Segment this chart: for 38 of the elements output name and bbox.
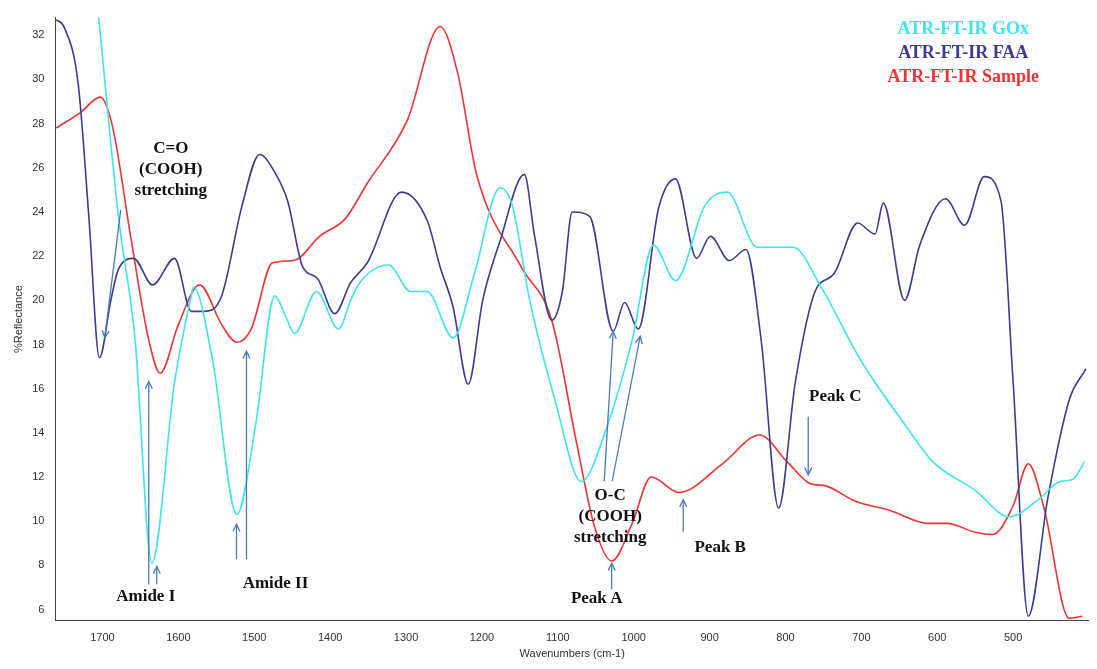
text: ATR-FT-IR Sample: [887, 65, 1039, 88]
y-tick-label: 26: [32, 160, 45, 173]
x-axis-title: Wavenumbers (cm-1): [519, 647, 625, 660]
y-tick-label: 30: [32, 72, 45, 85]
y-tick-label: 20: [32, 293, 45, 306]
y-tick-label: 24: [32, 205, 45, 217]
x-tick-label: 1100: [545, 631, 570, 644]
y-tick-label: 8: [38, 558, 45, 571]
y-axis-title: %Reflectance: [11, 285, 24, 354]
annotation: Peak C: [809, 386, 862, 406]
x-tick-label: 500: [1003, 631, 1023, 644]
y-tick-label: 16: [32, 381, 45, 394]
x-tick-label: 1200: [469, 631, 495, 644]
x-tick-label: 1000: [621, 631, 646, 644]
annotation: Amide I: [116, 585, 176, 605]
x-tick-label: 1700: [90, 631, 115, 644]
x-tick-label: 700: [852, 631, 871, 644]
y-tick-label: 28: [32, 116, 45, 129]
y-tick-label: 14: [32, 425, 45, 438]
x-tick-label: 800: [776, 631, 795, 644]
text: ATR-FT-IR FAA: [897, 41, 1030, 64]
x-tick-label: 900: [700, 631, 719, 644]
y-tick-label: 18: [32, 337, 45, 350]
annotation: Peak A: [570, 587, 624, 607]
annotation: C=O (COOH) stretching: [134, 138, 208, 200]
x-tick-label: 1600: [166, 631, 191, 644]
x-tick-label: 600: [928, 631, 947, 644]
x-tick-label: 1300: [393, 631, 419, 644]
x-tick-label: 1400: [317, 631, 343, 644]
y-tick-label: 22: [32, 249, 45, 262]
y-tick-label: 10: [32, 514, 45, 527]
y-tick-label: 12: [32, 470, 45, 483]
annotation: Peak B: [694, 537, 746, 557]
y-tick-label: 6: [38, 602, 45, 615]
text: ATR-FT-IR GOx: [896, 17, 1030, 40]
x-tick-label: 1500: [242, 631, 267, 644]
y-tick-label: 32: [32, 28, 45, 41]
annotation: Amide II: [242, 572, 309, 592]
